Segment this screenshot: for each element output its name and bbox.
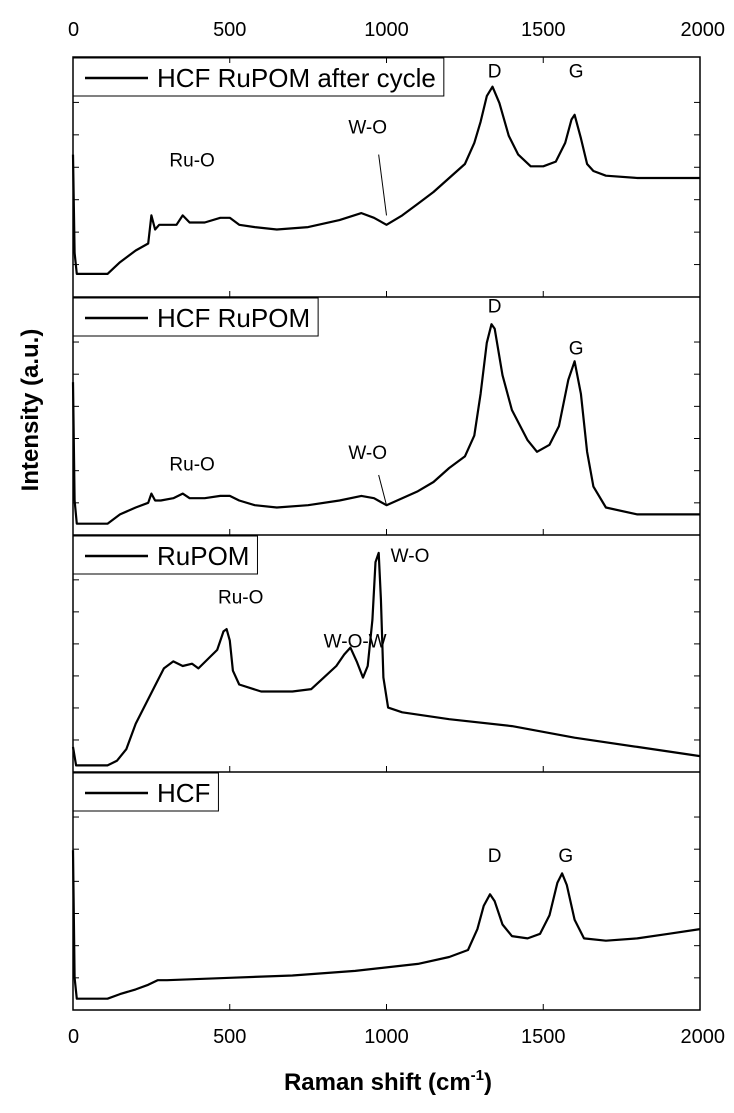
panel-3: Ru-O W-O-W W-O RuPOM [71,535,701,772]
peak-annotation: W-O [348,118,387,139]
top-x-tick-label: 500 [213,19,246,41]
peak-annotation: D [488,846,502,867]
series-line [71,85,700,275]
peak-annotation: G [558,846,573,867]
bottom-x-tick-label: 1000 [364,1026,409,1048]
legend: RuPOM [72,535,258,575]
peak-annotation: Ru-O [169,454,214,475]
panel-4: D G HCF [71,772,701,1010]
peak-annotation: G [569,338,584,359]
y-axis-title: Intensity (a.u.) [17,329,44,492]
x-axis-title-superscript: -1 [471,1067,484,1084]
x-axis-title: Raman shift (cm-1) [284,1067,492,1096]
legend-label: RuPOM [157,541,249,571]
annotation-leader-line [378,154,387,216]
chart-panels: D G Ru-O W-O HCF RuPOM after cycle D G Ru-O W-O H… [71,57,701,1010]
peak-annotation: D [488,297,502,318]
peak-annotation: W-O [348,443,387,464]
peak-annotation: Ru-O [218,588,263,609]
top-x-tick-label: 1000 [364,19,409,41]
x-axis-title-main: Raman shift (cm [284,1069,471,1096]
bottom-x-tick-labels: 0 500 1000 1500 2000 [68,1026,725,1048]
peak-annotation: W-O [391,546,430,567]
series-line [71,850,701,1000]
series-line [71,551,701,767]
top-x-tick-label: 0 [68,19,79,41]
bottom-x-tick-label: 1500 [521,1026,566,1048]
panel-2: D G Ru-O W-O HCF RuPOM [71,297,701,535]
legend: HCF RuPOM after cycle [72,57,445,97]
peak-annotation: W-O-W [324,632,387,653]
top-x-tick-labels: 0 500 1000 1500 2000 [68,19,725,63]
bottom-x-tick-label: 0 [68,1026,79,1048]
peak-annotation: Ru-O [169,150,214,171]
peak-annotation: D [488,61,502,82]
panel-1: D G Ru-O W-O HCF RuPOM after cycle [71,57,701,297]
legend-label: HCF [157,778,210,808]
annotation-leader-line [378,474,387,506]
peak-annotation: G [569,61,584,82]
series-line [71,323,700,525]
top-x-tick-label: 2000 [681,19,726,41]
legend-label: HCF RuPOM after cycle [157,63,436,93]
legend-label: HCF RuPOM [157,303,310,333]
top-x-tick-label: 1500 [521,19,566,41]
bottom-x-tick-label: 2000 [681,1026,726,1048]
legend: HCF [72,772,219,812]
bottom-x-tick-label: 500 [213,1026,246,1048]
x-axis-title-close: ) [484,1069,492,1096]
legend: HCF RuPOM [72,297,319,337]
